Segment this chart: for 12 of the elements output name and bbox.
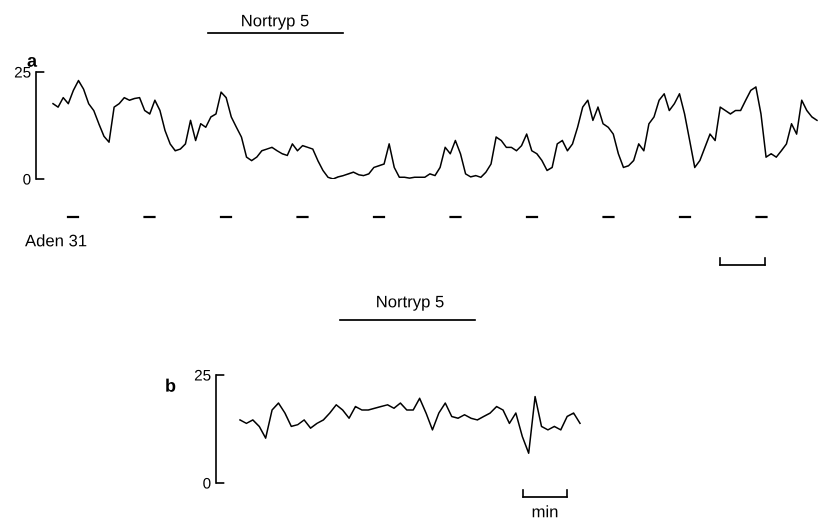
text: Aden 31: [25, 234, 86, 246]
line-series: [52, 80, 818, 179]
y-tick-label: 25: [194, 370, 210, 381]
text: Nortryp 5: [377, 296, 444, 311]
y-tick-label: 0: [23, 174, 31, 185]
y-tick-label: 0: [203, 478, 211, 489]
chart-title: a: [28, 56, 38, 67]
text: Nortryp 5: [242, 14, 309, 30]
chart-title: b: [166, 378, 176, 392]
line-series: [239, 396, 581, 454]
text: min: [532, 505, 558, 518]
y-tick-label: 25: [14, 66, 30, 78]
